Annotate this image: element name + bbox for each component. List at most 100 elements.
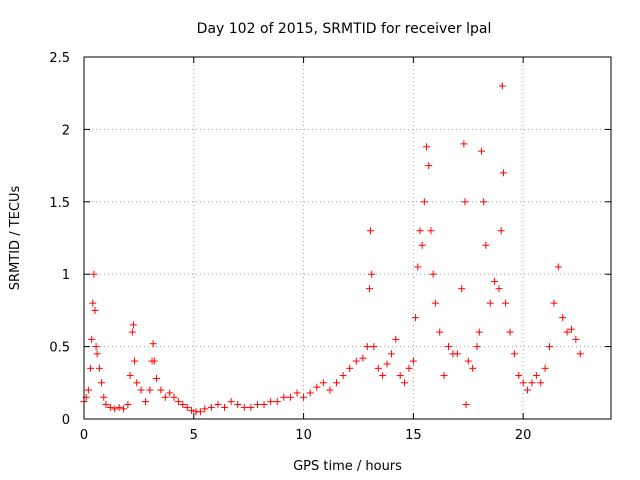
data-point [515,372,523,380]
y-tick-label: 1 [62,268,70,283]
data-point [313,383,321,391]
data-point [89,299,97,307]
data-point [412,314,420,322]
data-point [227,398,235,406]
data-point [161,393,169,401]
data-point [537,379,545,387]
data-point [98,379,106,387]
y-tick-label: 0 [62,413,70,428]
data-point [414,263,422,271]
data-point [146,386,154,394]
data-point [352,357,360,365]
data-point [497,227,505,235]
data-point [528,379,536,387]
data-point [157,386,165,394]
data-point [124,401,132,409]
data-point [409,357,417,365]
data-point [445,343,453,351]
data-point [207,403,215,411]
data-point [462,401,470,409]
data-point [102,401,110,409]
data-point [267,398,275,406]
data-point [482,241,490,249]
data-point [473,343,481,351]
data-point [416,227,424,235]
data-point [149,340,157,348]
data-point [306,389,314,397]
data-point [120,405,128,413]
data-point [91,306,99,314]
data-point [174,398,182,406]
data-point [95,364,103,372]
y-tick-label: 1.5 [49,196,70,211]
x-tick-label: 5 [190,428,198,443]
plot-frame [83,56,612,420]
data-point [293,389,301,397]
data-point [374,364,382,372]
data-point [365,285,373,293]
data-point [567,325,575,333]
data-point [559,314,567,322]
data-point [550,299,558,307]
data-point [115,403,123,411]
data-point [88,335,96,343]
data-point [461,198,469,206]
grid [84,57,611,419]
data-point [196,408,204,416]
data-point [510,350,518,358]
data-point [183,403,191,411]
data-point [188,406,196,414]
data-point [319,379,327,387]
data-point [477,147,485,155]
data-point [387,350,395,358]
data-point [546,343,554,351]
data-point [201,405,209,413]
data-point [499,169,507,177]
data-point [368,270,376,278]
data-point [253,401,261,409]
data-point [554,263,562,271]
data-point [93,350,101,358]
data-point [541,364,549,372]
data-point [273,398,281,406]
data-point [128,328,136,336]
data-point [129,321,137,329]
data-point [346,364,354,372]
data-point [425,162,433,170]
data-point [469,364,477,372]
data-point [126,372,134,380]
data-point [396,372,404,380]
data-point [170,393,178,401]
data-point [137,386,145,394]
data-point [502,299,510,307]
x-axis-label: GPS time / hours [293,459,402,474]
data-point [475,328,483,336]
data-point [383,360,391,368]
data-point [453,350,461,358]
data-point [436,328,444,336]
data-point [440,372,448,380]
data-point [572,335,580,343]
data-point [166,389,174,397]
data-point [498,82,506,90]
data-point [111,405,119,413]
data-point [326,386,334,394]
chart-title: Day 102 of 2015, SRMTID for receiver lpa… [197,21,492,37]
data-point [431,299,439,307]
data-point [460,140,468,148]
data-point [495,285,503,293]
data-point [339,372,347,380]
data-point [506,328,514,336]
x-tick-label: 0 [80,428,88,443]
data-point [260,401,268,409]
data-point [420,198,428,206]
data-point [87,364,95,372]
y-axis-label: SRMTID / TECUs [8,186,23,291]
data-point [150,357,158,365]
data-point [221,403,229,411]
data-point [423,143,431,151]
data-point [247,403,255,411]
data-point [333,379,341,387]
